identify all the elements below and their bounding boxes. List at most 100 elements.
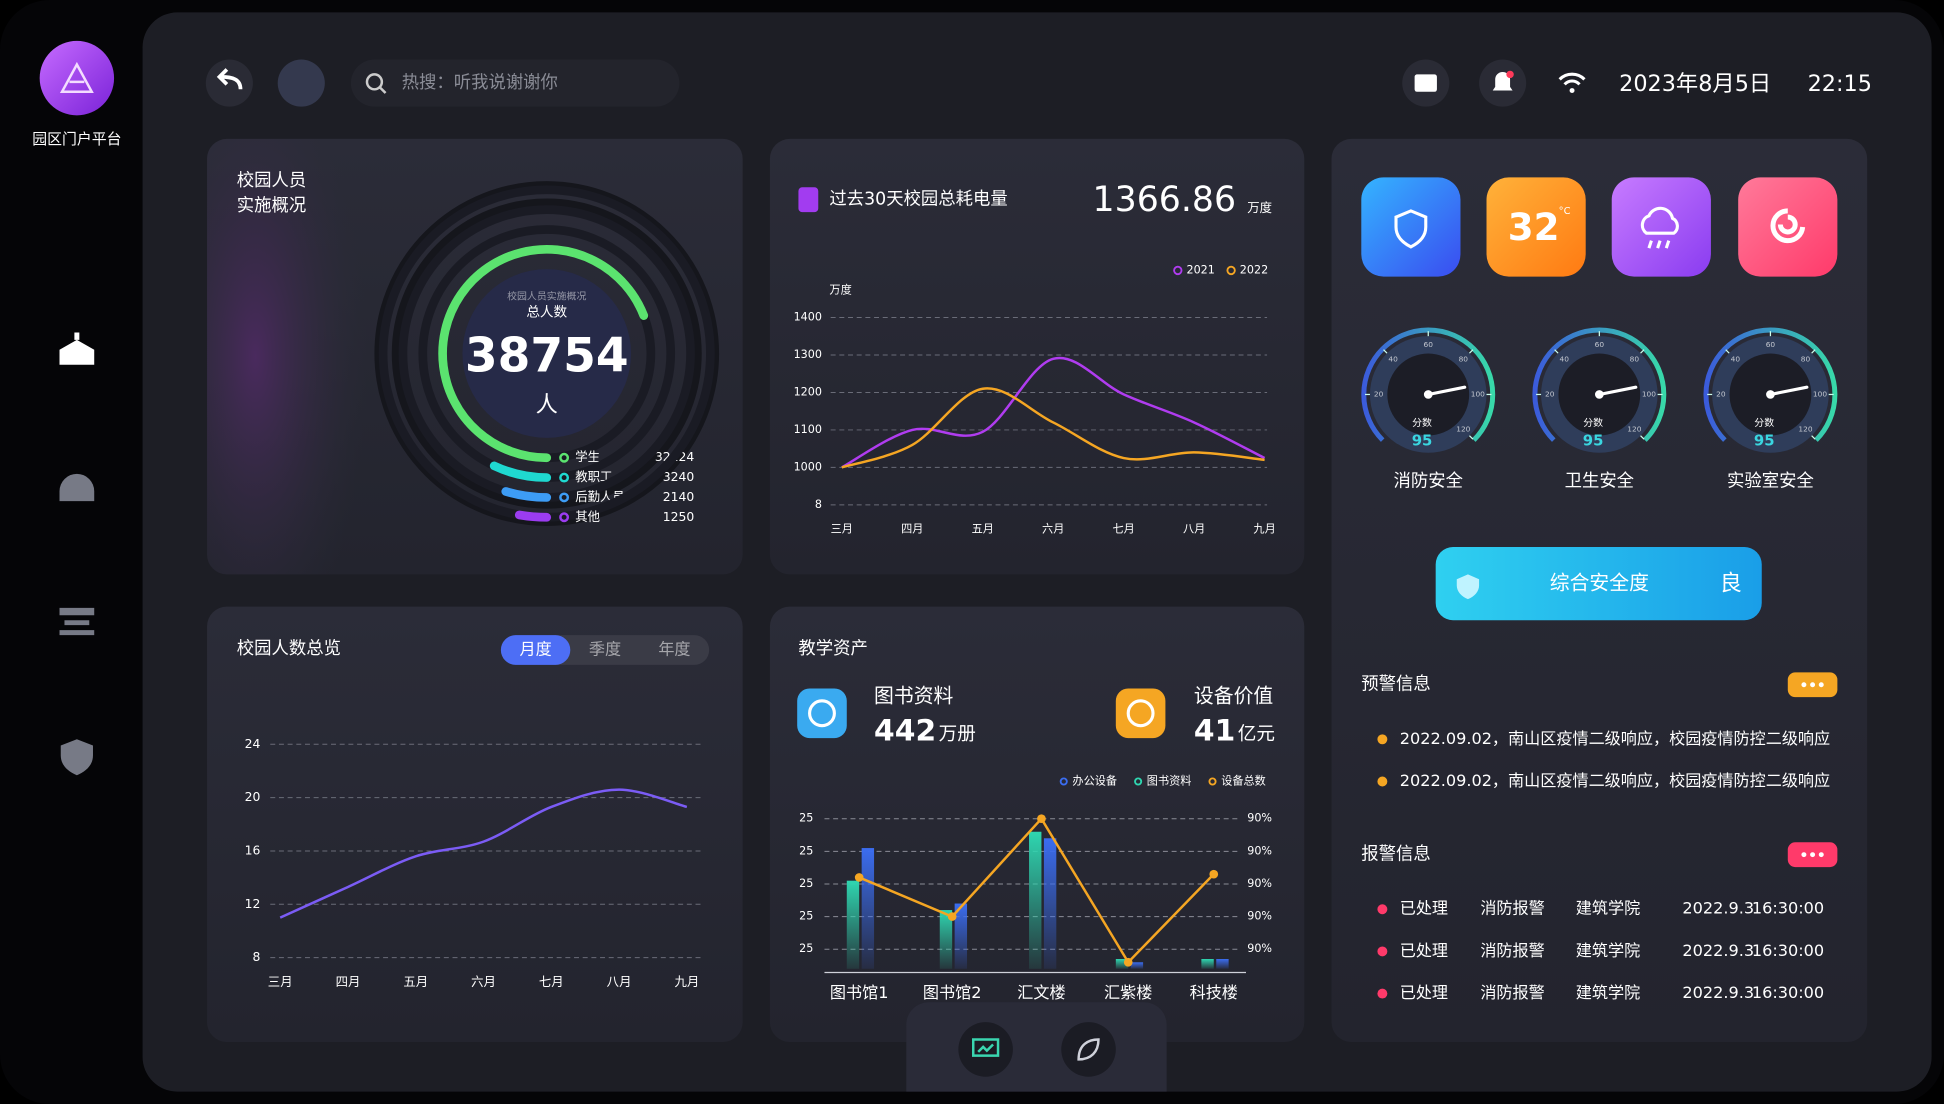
y-tick-label: 25 — [799, 910, 813, 923]
legend-label: 其他 — [575, 509, 600, 524]
gauge-needle — [1768, 385, 1809, 397]
y-tick-label: 8 — [252, 949, 260, 964]
gauge-tick-label: 20 — [1545, 389, 1555, 398]
gauge-tick-label: 100 — [1471, 389, 1485, 398]
status-tile[interactable] — [1361, 177, 1461, 277]
y2-tick-label: 90% — [1247, 910, 1272, 923]
ring-arc — [489, 461, 552, 482]
safety-button[interactable] — [1435, 547, 1762, 621]
more-dot — [1810, 682, 1816, 688]
status-tile[interactable] — [1611, 177, 1711, 277]
gauge-needle — [1597, 385, 1638, 397]
nav-icon[interactable] — [59, 607, 95, 636]
kpi-icon — [1115, 688, 1166, 739]
ring-arc — [501, 487, 552, 502]
avatar[interactable] — [277, 59, 325, 107]
alarm-cell: 16:30:00 — [1752, 941, 1824, 960]
y2-tick-label: 90% — [1247, 942, 1272, 955]
bullet — [1377, 904, 1388, 915]
x-tick-label: 五月 — [972, 523, 994, 536]
date: 2023年8月5日 — [1619, 71, 1771, 97]
x-tick-label: 汇紫楼 — [1104, 983, 1152, 1002]
x-tick-label: 六月 — [1042, 523, 1064, 536]
dock-icon — [972, 1038, 1000, 1057]
alarm-cell: 建筑学院 — [1576, 899, 1640, 918]
dock-button[interactable] — [1061, 1022, 1116, 1077]
kpi-icon — [797, 688, 847, 739]
alarm-cell: 已处理 — [1400, 899, 1448, 918]
y2-tick-label: 90% — [1247, 877, 1272, 890]
center-disc — [462, 269, 632, 438]
gauge-tick-label: 60 — [1424, 340, 1434, 349]
gauge-needle — [1426, 385, 1467, 397]
tab-active[interactable] — [500, 635, 571, 665]
gauge-tick-label: 40 — [1560, 354, 1570, 363]
x-tick-label: 科技楼 — [1190, 983, 1238, 1002]
y-tick-label: 1400 — [794, 311, 822, 324]
series-point — [1209, 869, 1219, 879]
ring-track — [391, 198, 702, 509]
legend-dot — [1173, 265, 1183, 276]
alarm-cell: 消防报警 — [1480, 983, 1544, 1002]
bullet — [1377, 734, 1388, 745]
gauge-tick-label: 100 — [1642, 389, 1656, 398]
section-title: 预警信息 — [1361, 675, 1430, 695]
alarm-cell: 16:30:00 — [1752, 983, 1824, 1002]
gauge-tick — [1383, 349, 1388, 354]
gauge-tick-label: 80 — [1459, 354, 1469, 363]
gauge-tick — [1811, 435, 1816, 440]
alarm-cell: 建筑学院 — [1576, 941, 1640, 960]
y-tick-label: 20 — [245, 789, 261, 804]
gauge-tick-label: 20 — [1374, 389, 1384, 398]
wifi-dot — [1569, 88, 1575, 94]
x-tick-label: 三月 — [268, 974, 293, 989]
tab: 季度 — [589, 639, 621, 658]
legend-label: 2022 — [1240, 263, 1268, 276]
legend-dot — [559, 452, 570, 463]
safety-label: 综合安全度 — [1550, 572, 1649, 595]
bullet — [1377, 988, 1388, 999]
x-tick-label: 四月 — [901, 523, 923, 536]
legend-label: 设备总数 — [1221, 773, 1266, 787]
status-tile[interactable] — [1738, 177, 1838, 277]
dock-icon — [1077, 1038, 1100, 1061]
y2-tick-label: 90% — [1247, 844, 1272, 857]
more-dot — [1818, 852, 1824, 858]
back-arrow — [216, 68, 243, 90]
total-unit: 人 — [536, 392, 558, 418]
search-placeholder: 热搜：听我说谢谢你 — [402, 73, 558, 93]
gauge-tick — [1469, 435, 1474, 440]
kpi-value: 41 — [1194, 713, 1235, 748]
total-value: 38754 — [465, 328, 629, 383]
back-button[interactable] — [205, 59, 253, 107]
kpi-unit: 万度 — [1247, 200, 1272, 215]
panel-title: 过去30天校园总耗电量 — [829, 190, 1007, 210]
legend-dot — [1226, 265, 1236, 276]
logo[interactable] — [39, 40, 115, 116]
nav-icon[interactable] — [60, 739, 93, 776]
bar — [1201, 959, 1214, 969]
gauge-tick-label: 100 — [1813, 389, 1827, 398]
legend-dot — [1134, 777, 1143, 786]
alarm-cell: 消防报警 — [1480, 941, 1544, 960]
tab: 月度 — [519, 639, 551, 658]
search-box[interactable] — [350, 59, 680, 107]
bullet — [1377, 776, 1388, 787]
x-tick-label: 五月 — [403, 974, 428, 989]
legend-dot — [559, 512, 570, 523]
kpi-icon-glyph — [808, 699, 836, 728]
legend-dot — [559, 472, 570, 483]
gauge-value: 95 — [1583, 432, 1604, 450]
legend-label: 教职工 — [575, 469, 612, 484]
status-tile[interactable] — [1486, 177, 1586, 277]
gauge-tick-label: 40 — [1731, 354, 1741, 363]
nav-icon[interactable] — [59, 473, 95, 502]
kpi-icon-glyph — [1126, 699, 1155, 728]
temperature: 32 — [1508, 205, 1560, 249]
nav-icon[interactable] — [59, 332, 95, 365]
series-line — [279, 788, 688, 919]
y-tick-label: 1000 — [794, 460, 822, 473]
y-tick-label: 8 — [815, 498, 822, 511]
x-tick-label: 三月 — [831, 523, 853, 536]
safety-grade: 良 — [1720, 571, 1742, 597]
